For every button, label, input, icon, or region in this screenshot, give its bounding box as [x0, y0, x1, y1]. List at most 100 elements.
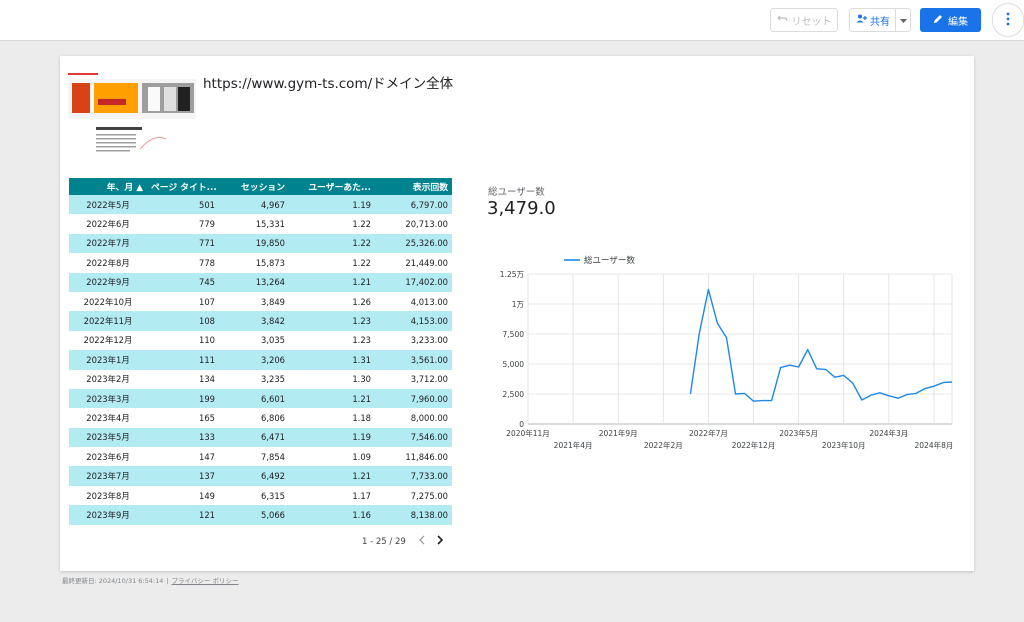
table-cell: 7,546.00	[375, 427, 452, 448]
table-cell: 745	[147, 272, 219, 292]
x-tick-label: 2023年10月	[822, 440, 866, 450]
table-row: 2022年12月 110 3,035 1.23 3,233.00	[69, 331, 452, 350]
table-cell: 8,138.00	[375, 505, 452, 525]
chevron-left-icon	[418, 535, 425, 545]
table-cell: 3,561.00	[375, 350, 452, 370]
table-row: 2023年4月 165 6,806 1.18 8,000.00	[69, 408, 452, 427]
reset-label: リセット	[791, 16, 832, 28]
table-cell: 107	[199, 296, 215, 307]
table-row: 2022年6月 779 15,331 1.22 20,713.00	[69, 214, 452, 233]
table-row: 2023年9月 121 5,066 1.16 8,138.00	[69, 505, 452, 525]
table-row: 2022年7月 771 19,850 1.22 25,326.00	[69, 233, 452, 254]
table-cell: 779	[199, 219, 215, 230]
table-cell: 5,066	[219, 505, 289, 525]
table-cell: 2022年7月	[69, 233, 147, 254]
table-cell: 2023年6月	[86, 451, 130, 462]
share-options-dropdown[interactable]	[896, 15, 910, 26]
table-cell: 133	[147, 427, 219, 448]
table-cell: 15,873	[255, 257, 285, 268]
table-cell: 2023年1月	[69, 350, 147, 370]
table-cell: 21,449.00	[405, 257, 448, 268]
privacy-policy-link[interactable]: プライバシー ポリシー	[171, 577, 239, 585]
table-cell: 20,713.00	[405, 219, 448, 230]
table-cell: 4,153.00	[375, 311, 452, 331]
table-cell: 6,492	[219, 466, 289, 486]
table-cell: 778	[199, 257, 215, 268]
table-cell: 2022年9月	[69, 272, 147, 292]
table-cell: 137	[147, 466, 219, 486]
table-cell: 2023年3月	[69, 388, 147, 409]
table-cell: 1.09	[352, 451, 371, 462]
table-cell: 2022年5月	[69, 195, 147, 215]
page-title: https://www.gym-ts.com/ドメイン全体	[203, 76, 454, 92]
table-cell: 4,013.00	[410, 296, 448, 307]
table-cell: 13,264	[219, 272, 289, 292]
table-cell: 2022年10月	[83, 296, 133, 307]
legend-label: 総ユーザー数	[584, 255, 635, 266]
table-cell: 6,797.00	[375, 195, 452, 215]
table-cell: 8,000.00	[410, 412, 448, 423]
caret-down-icon	[899, 15, 907, 26]
edit-button[interactable]: 編集	[920, 8, 981, 32]
y-tick-label: 0	[519, 420, 524, 429]
edit-label: 編集	[948, 16, 968, 28]
column-header-year-month[interactable]: 年、月 ▲	[69, 178, 147, 195]
pagination-range: 1 - 25 / 29	[362, 536, 406, 547]
table-cell: 3,035	[261, 335, 285, 346]
table-row: 2022年11月 108 3,842 1.23 4,153.00	[69, 311, 452, 331]
column-header-sessions[interactable]: セッション	[219, 178, 289, 195]
next-page-button[interactable]	[437, 535, 444, 548]
column-header-per-user[interactable]: ユーザーあた...	[289, 178, 375, 195]
x-tick-label: 2021年9月	[599, 428, 638, 438]
table-cell: 1.17	[352, 490, 371, 501]
previous-page-button[interactable]	[418, 535, 425, 548]
table-cell: 2022年11月	[69, 311, 147, 331]
y-tick-label: 1.25万	[500, 270, 525, 279]
last-updated-text: 最終更新日: 2024/10/31 6:54:14	[62, 577, 164, 585]
undo-icon	[776, 14, 788, 26]
table-cell: 1.23	[352, 335, 371, 346]
table-cell: 2023年7月	[69, 466, 147, 486]
table-row: 2022年10月 107 3,849 1.26 4,013.00	[69, 292, 452, 311]
add-person-icon	[856, 14, 867, 26]
table-cell: 4,967	[219, 195, 289, 215]
table-cell: 1.19	[289, 195, 375, 215]
x-tick-label: 2022年2月	[644, 440, 683, 450]
table-cell: 149	[199, 490, 215, 501]
table-cell: 2023年8月	[86, 490, 130, 501]
pagination: 1 - 25 / 29	[362, 535, 444, 548]
table-cell: 17,402.00	[375, 272, 452, 292]
table-cell: 147	[199, 451, 215, 462]
table-cell: 25,326.00	[375, 233, 452, 254]
more-options-button[interactable]	[992, 3, 1024, 37]
table-cell: 1.31	[289, 350, 375, 370]
reset-button[interactable]: リセット	[770, 8, 838, 32]
table-cell: 2023年9月	[69, 505, 147, 525]
table-row: 2023年2月 134 3,235 1.30 3,712.00	[69, 370, 452, 389]
table-cell: 2022年6月	[86, 219, 130, 230]
table-cell: 7,733.00	[375, 466, 452, 486]
table-cell: 111	[147, 350, 219, 370]
table-cell: 6,806	[261, 412, 285, 423]
table-row: 2022年8月 778 15,873 1.22 21,449.00	[69, 253, 452, 272]
top-toolbar: リセット 共有 編集	[0, 0, 1024, 41]
data-table: 年、月 ▲ ページ タイト... セッション ユーザーあた... 表示回数 20…	[69, 178, 452, 525]
table-cell: 6,601	[219, 388, 289, 409]
table-cell: 2022年12月	[83, 335, 133, 346]
column-header-views[interactable]: 表示回数	[375, 178, 452, 195]
table-cell: 134	[199, 374, 215, 385]
table-header-row: 年、月 ▲ ページ タイト... セッション ユーザーあた... 表示回数	[69, 178, 452, 195]
table-cell: 3,842	[219, 311, 289, 331]
column-header-page-title[interactable]: ページ タイト...	[147, 178, 219, 195]
x-tick-label: 2022年12月	[732, 440, 776, 450]
table-cell: 7,275.00	[410, 490, 448, 501]
report-canvas: https://www.gym-ts.com/ドメイン全体 年、月 ▲ ページ …	[60, 56, 974, 571]
table-cell: 1.22	[352, 257, 371, 268]
table-cell: 19,850	[219, 233, 289, 254]
series-line	[689, 288, 953, 402]
table-cell: 7,960.00	[375, 388, 452, 409]
table-cell: 1.22	[352, 219, 371, 230]
share-button[interactable]: 共有	[849, 8, 911, 32]
table-cell: 501	[147, 195, 219, 215]
table-cell: 1.19	[289, 427, 375, 448]
